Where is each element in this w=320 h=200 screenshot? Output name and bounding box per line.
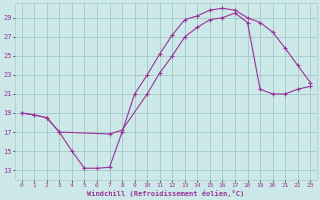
X-axis label: Windchill (Refroidissement éolien,°C): Windchill (Refroidissement éolien,°C) bbox=[87, 190, 244, 197]
